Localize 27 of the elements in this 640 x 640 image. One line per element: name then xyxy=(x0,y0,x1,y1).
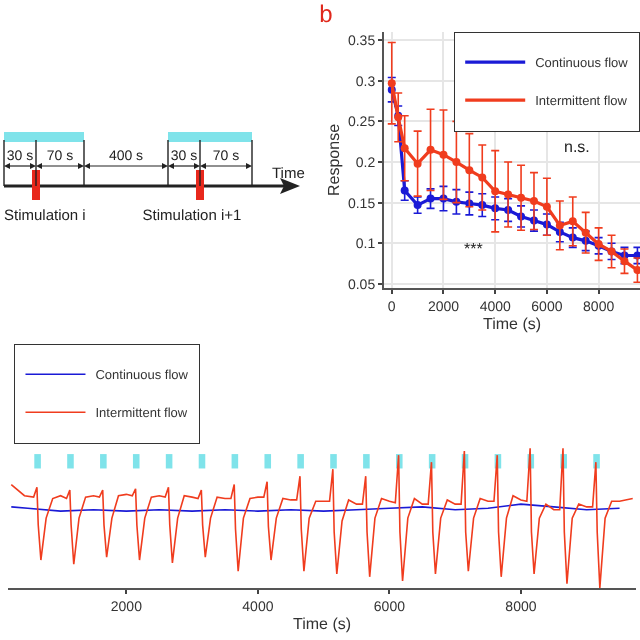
point xyxy=(620,257,629,266)
point xyxy=(400,186,409,195)
annotation: *** xyxy=(464,240,483,258)
point xyxy=(633,266,640,275)
chart-title: b xyxy=(319,0,334,28)
point xyxy=(581,228,590,237)
y-axis-title: Response xyxy=(325,122,344,197)
point xyxy=(478,173,487,182)
point xyxy=(517,193,526,202)
point xyxy=(542,202,551,211)
point xyxy=(568,217,577,226)
annotation: n.s. xyxy=(564,138,590,156)
point xyxy=(439,150,448,159)
point xyxy=(529,197,538,206)
x-axis-title: Time (s) xyxy=(482,315,542,333)
point xyxy=(465,166,474,175)
point xyxy=(400,144,409,153)
point xyxy=(426,194,435,203)
x-axis-title: Time (s) xyxy=(292,615,352,633)
point xyxy=(413,201,422,210)
point xyxy=(491,187,500,196)
point xyxy=(452,158,461,167)
point xyxy=(426,145,435,154)
point xyxy=(555,221,564,230)
point xyxy=(413,159,422,168)
point xyxy=(387,79,396,88)
point xyxy=(504,190,513,199)
